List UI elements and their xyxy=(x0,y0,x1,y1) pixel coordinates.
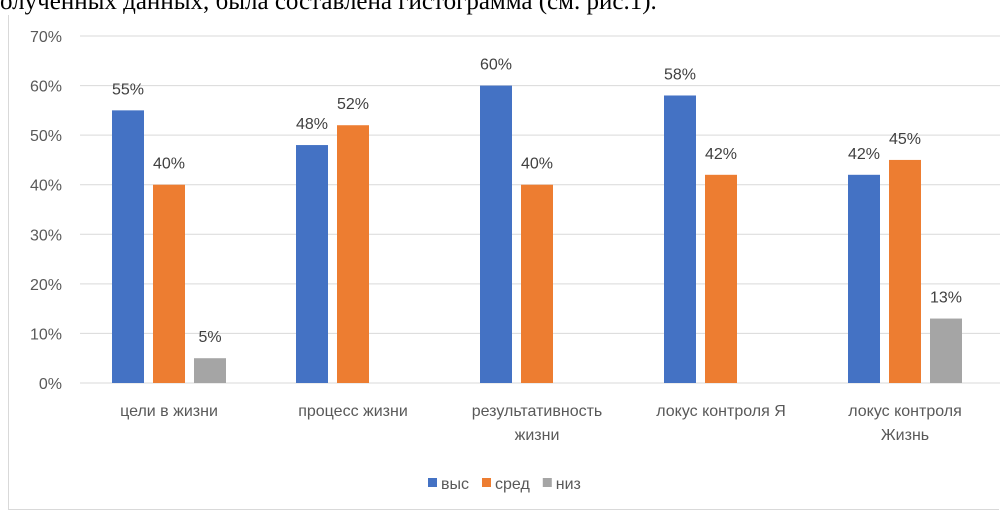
category-label: процесс жизни xyxy=(298,403,408,420)
data-label: 58% xyxy=(664,66,696,83)
bar-сред xyxy=(337,125,369,383)
y-tick-label: 40% xyxy=(30,178,62,195)
bar-низ xyxy=(194,358,226,383)
bar-выс xyxy=(112,110,144,383)
data-label: 42% xyxy=(705,146,737,163)
y-tick-label: 20% xyxy=(30,277,62,294)
category-label: Жизнь xyxy=(881,427,929,444)
data-label: 13% xyxy=(930,290,962,307)
page-caption-text: олученных данных, была составлена гистог… xyxy=(0,0,657,15)
data-label: 42% xyxy=(848,146,880,163)
bar-сред xyxy=(153,184,185,383)
legend-label-выс: выс xyxy=(441,476,469,493)
legend-label-низ: низ xyxy=(556,476,581,493)
legend-label-сред: сред xyxy=(495,476,530,493)
y-tick-label: 0% xyxy=(39,376,62,393)
y-tick-label: 50% xyxy=(30,128,62,145)
bar-сред xyxy=(521,184,553,383)
data-label: 5% xyxy=(198,329,221,346)
y-tick-label: 10% xyxy=(30,326,62,343)
bar-сред xyxy=(889,159,921,383)
bar-выс xyxy=(480,85,512,384)
legend-swatch-сред xyxy=(482,478,491,487)
data-label: 60% xyxy=(480,57,512,74)
y-tick-label: 30% xyxy=(30,227,62,244)
y-tick-label: 60% xyxy=(30,79,62,96)
legend-swatch-выс xyxy=(428,478,437,487)
data-label: 40% xyxy=(153,156,185,173)
legend-swatch-низ xyxy=(542,478,552,487)
chart-frame xyxy=(8,15,999,510)
category-label: жизни xyxy=(515,427,560,444)
data-label: 52% xyxy=(337,96,369,113)
bar-выс xyxy=(296,145,328,383)
data-label: 40% xyxy=(521,156,553,173)
bar-сред xyxy=(705,174,737,383)
category-label: цели в жизни xyxy=(120,403,218,420)
y-tick-label: 70% xyxy=(30,29,62,46)
data-label: 45% xyxy=(889,131,921,148)
bar-выс xyxy=(664,95,696,383)
category-label: локус контроля xyxy=(848,403,962,420)
bar-низ xyxy=(930,318,962,383)
category-label: результативность xyxy=(472,403,603,420)
data-label: 55% xyxy=(112,81,144,98)
data-label: 48% xyxy=(296,116,328,133)
bar-выс xyxy=(848,174,880,383)
category-label: локус контроля Я xyxy=(656,403,786,420)
